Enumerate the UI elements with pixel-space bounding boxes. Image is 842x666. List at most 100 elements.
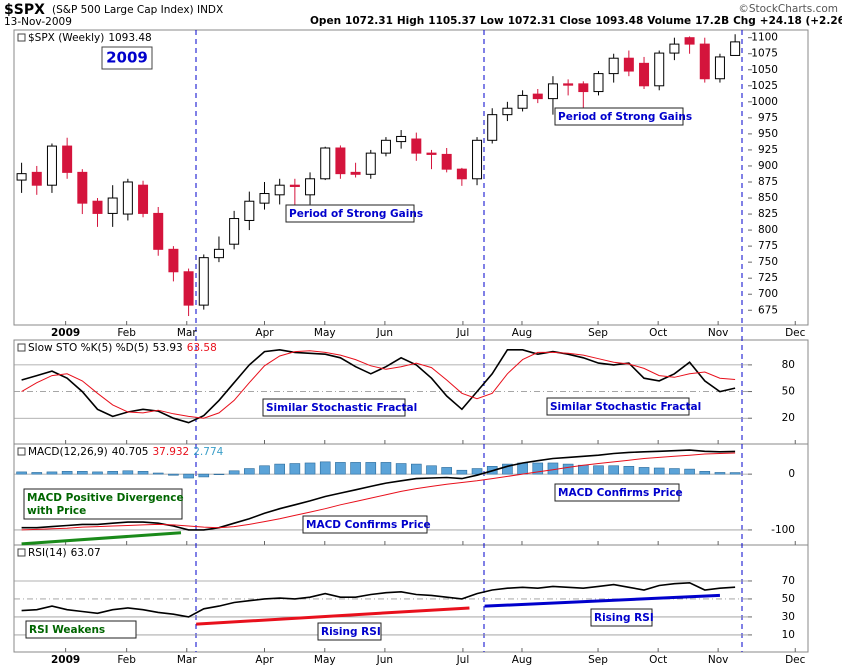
annotation-box	[285, 204, 415, 223]
candle-body	[350, 171, 361, 175]
candle-body	[441, 153, 452, 170]
histogram-bar	[335, 462, 346, 475]
x-tick-label: Feb	[117, 327, 136, 339]
histogram-bar	[152, 472, 164, 475]
histogram-bar	[137, 471, 149, 475]
y-tick-label: 1100	[751, 32, 778, 44]
panel-legend-part: MACD(12,26,9)	[28, 446, 108, 458]
y-tick-label: 875	[758, 176, 778, 188]
candle-body	[699, 43, 710, 80]
panel-legend: $SPX (Weekly) 1093.48	[28, 32, 152, 44]
x-tick-label: Oct	[649, 327, 667, 339]
candle-body	[563, 83, 574, 86]
legend-icon	[17, 343, 26, 352]
histogram-bar	[319, 461, 331, 475]
x-tick-label: Jun	[376, 327, 393, 339]
legend-icon	[17, 33, 26, 42]
candle-body	[77, 171, 88, 204]
header-quote-part: 17.2B	[695, 15, 729, 27]
histogram-bar	[638, 467, 650, 475]
y-tick-label: 1075	[751, 48, 778, 60]
histogram-bar	[426, 465, 437, 475]
candle-body	[138, 184, 149, 214]
y-tick-label: 50	[782, 386, 795, 398]
candle-body	[289, 184, 300, 187]
histogram-bar	[77, 471, 88, 475]
trendline	[21, 531, 182, 546]
y-tick-label: 975	[758, 112, 778, 124]
candle-body	[274, 184, 285, 196]
histogram-bar	[699, 471, 711, 475]
annotation-box	[23, 488, 183, 520]
annotation: Period of Strong Gains	[289, 208, 423, 220]
header-quote-part: High	[397, 15, 424, 27]
x-tick-label: Mar	[177, 654, 197, 666]
y-tick-label: 10	[782, 629, 795, 641]
candle-body	[593, 73, 604, 93]
header-quote-part: Open	[310, 15, 341, 27]
y-tick-label: 20	[782, 412, 795, 424]
annotation-box	[590, 608, 653, 627]
histogram-bar	[16, 471, 27, 475]
candle-body	[229, 218, 240, 245]
histogram-bar	[714, 472, 726, 475]
histogram-bar	[684, 468, 695, 475]
candle-body	[730, 41, 741, 56]
header-quote-part: 1072.31	[345, 15, 393, 27]
candle-body	[714, 56, 725, 80]
panel-legend-part: 53.93	[153, 342, 183, 354]
annotation: Similar Stochastic Fractal	[266, 402, 417, 414]
legend-icon	[17, 447, 26, 456]
candle-body	[517, 94, 528, 109]
y-tick-label: 925	[758, 144, 778, 156]
x-tick-label: Aug	[512, 327, 533, 339]
legend-icon	[17, 548, 26, 557]
histogram-bar	[92, 471, 103, 475]
candle-body	[107, 197, 118, 214]
x-tick-label: Nov	[708, 654, 729, 666]
histogram-bar	[380, 462, 392, 475]
y-tick-label: 775	[758, 240, 778, 252]
y-tick-label: 0	[788, 468, 795, 480]
header-quote-part: Volume	[647, 15, 691, 27]
candle-body	[456, 168, 467, 180]
credit: ©StockCharts.com	[738, 3, 838, 15]
header-quote-part: Chg	[733, 15, 756, 27]
x-tick-label: Jul	[456, 327, 470, 339]
histogram-bar	[350, 462, 361, 475]
candle-body	[198, 257, 209, 306]
header-quote-part: 1093.48	[595, 15, 643, 27]
x-tick-label: Oct	[649, 654, 667, 666]
candle-body	[411, 138, 422, 154]
x-tick-label: 2009	[51, 327, 80, 339]
y-tick-label: 1025	[751, 80, 778, 92]
histogram-bar	[471, 468, 483, 475]
candle-body	[335, 147, 346, 175]
y-tick-label: 80	[782, 359, 795, 371]
y-tick-label: 675	[758, 304, 778, 316]
histogram-bar	[441, 467, 452, 475]
candle-body	[669, 43, 680, 54]
histogram-bar	[653, 467, 665, 475]
annotation: MACD Confirms Price	[558, 487, 683, 499]
histogram-bar	[304, 462, 316, 475]
histogram-bar	[608, 465, 619, 475]
panel-legend-part: 40.705	[112, 446, 149, 458]
x-tick-label: Mar	[177, 327, 197, 339]
histogram-bar	[623, 466, 635, 475]
histogram-bar	[517, 462, 528, 475]
annotation-box	[302, 515, 428, 534]
candle-body	[487, 114, 498, 141]
annotation: Period of Strong Gains	[558, 111, 692, 123]
histogram-bar	[395, 463, 407, 475]
x-tick-label: Apr	[255, 327, 274, 339]
candle-body	[46, 145, 57, 186]
y-tick-label: 750	[758, 256, 778, 268]
histogram-bar	[289, 463, 301, 475]
x-tick-label: Feb	[117, 654, 136, 666]
x-tick-label: Jul	[456, 654, 470, 666]
candle-body	[168, 248, 179, 273]
x-tick-label: Aug	[512, 654, 533, 666]
